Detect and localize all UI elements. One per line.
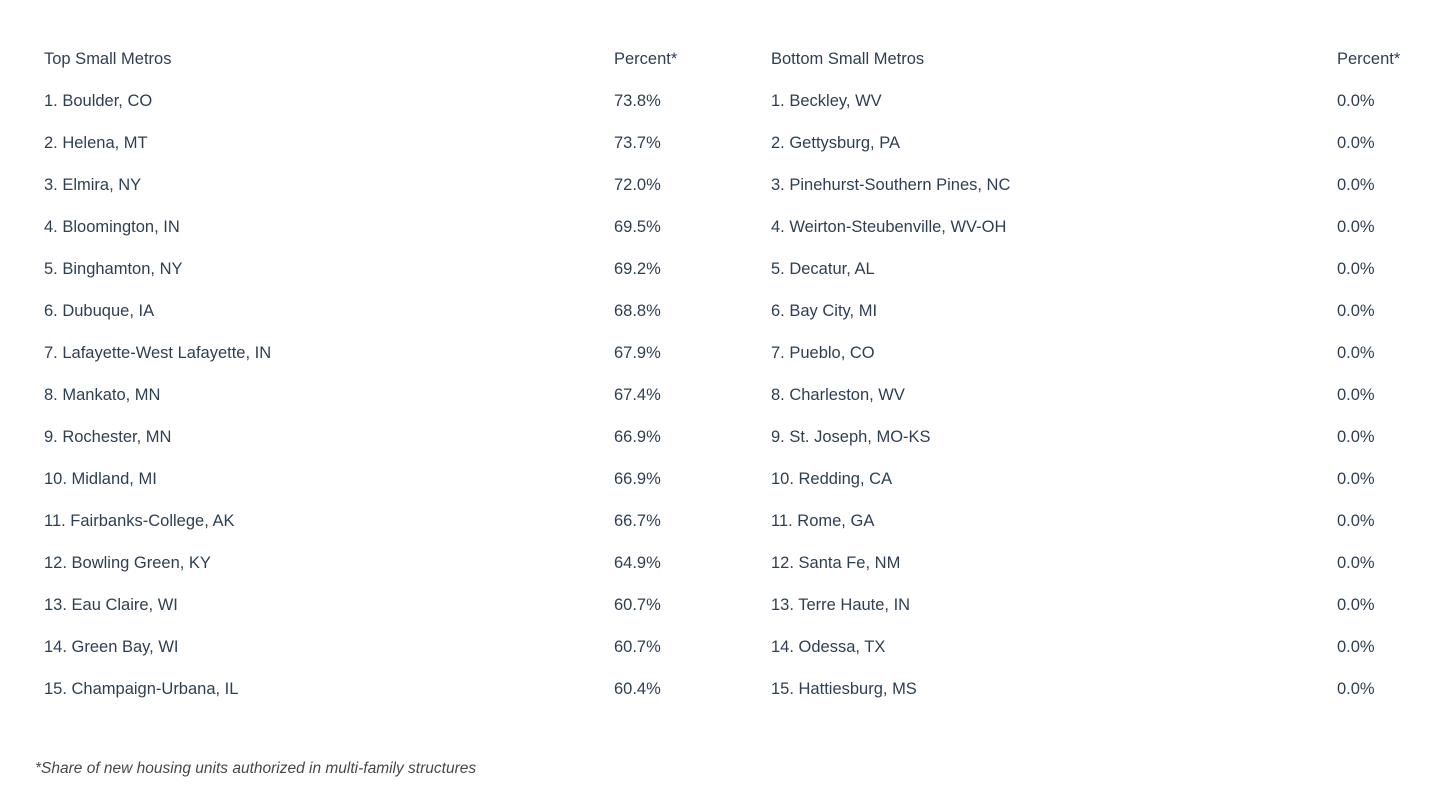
footnote: *Share of new housing units authorized i…: [35, 760, 477, 777]
top-metro-label: 7. Lafayette-West Lafayette, IN: [44, 343, 272, 362]
top-metro-percent: 60.7%: [614, 637, 661, 656]
top-metro-label: 12. Bowling Green, KY: [44, 553, 211, 572]
top-metro-label: 3. Elmira, NY: [44, 175, 142, 194]
bottom-metro-percent: 0.0%: [1337, 637, 1375, 656]
top-metro-label: 5. Binghamton, NY: [44, 259, 183, 278]
bottom-metro-percent: 0.0%: [1337, 511, 1375, 530]
top-metro-label: 9. Rochester, MN: [44, 427, 172, 446]
bottom-metro-percent: 0.0%: [1337, 91, 1375, 110]
top-metro-percent: 60.4%: [614, 679, 661, 698]
bottom-metro-label: 14. Odessa, TX: [771, 637, 886, 656]
top-metro-percent: 72.0%: [614, 175, 661, 194]
bottom-metro-label: 10. Redding, CA: [771, 469, 893, 488]
top-metro-label: 11. Fairbanks-College, AK: [44, 511, 235, 530]
bottom-metro-label: 7. Pueblo, CO: [771, 343, 875, 362]
top-metro-label: 6. Dubuque, IA: [44, 301, 155, 320]
bottom-metro-percent: 0.0%: [1337, 553, 1375, 572]
top-metro-percent: 68.8%: [614, 301, 661, 320]
bottom-metros-column-header: Bottom Small Metros: [771, 49, 925, 68]
bottom-metro-label: 1. Beckley, WV: [771, 91, 882, 110]
bottom-metro-label: 9. St. Joseph, MO-KS: [771, 427, 931, 446]
bottom-metro-percent: 0.0%: [1337, 217, 1375, 236]
top-metros-column-header: Top Small Metros: [44, 49, 172, 68]
metros-multifamily-table: Top Small Metros Percent* Bottom Small M…: [35, 49, 1401, 778]
top-metro-percent: 67.4%: [614, 385, 661, 404]
bottom-metro-percent: 0.0%: [1337, 385, 1375, 404]
bottom-metro-label: 6. Bay City, MI: [771, 301, 878, 320]
top-metro-label: 4. Bloomington, IN: [44, 217, 180, 236]
top-metro-label: 8. Mankato, MN: [44, 385, 161, 404]
top-percent-column-header: Percent*: [614, 49, 678, 68]
top-metro-percent: 66.9%: [614, 469, 661, 488]
bottom-metro-percent: 0.0%: [1337, 301, 1375, 320]
bottom-metro-percent: 0.0%: [1337, 679, 1375, 698]
top-metro-percent: 66.9%: [614, 427, 661, 446]
bottom-metro-label: 2. Gettysburg, PA: [771, 133, 901, 152]
top-metro-percent: 69.5%: [614, 217, 661, 236]
top-metro-label: 1. Boulder, CO: [44, 91, 153, 110]
bottom-metro-label: 13. Terre Haute, IN: [771, 595, 911, 614]
top-metro-percent: 64.9%: [614, 553, 661, 572]
top-metro-percent: 69.2%: [614, 259, 661, 278]
bottom-metro-percent: 0.0%: [1337, 595, 1375, 614]
bottom-metro-label: 15. Hattiesburg, MS: [771, 679, 917, 698]
top-metro-label: 15. Champaign-Urbana, IL: [44, 679, 239, 698]
top-metro-percent: 67.9%: [614, 343, 661, 362]
top-metro-label: 10. Midland, MI: [44, 469, 157, 488]
bottom-metro-label: 3. Pinehurst-Southern Pines, NC: [771, 175, 1011, 194]
top-metro-label: 13. Eau Claire, WI: [44, 595, 178, 614]
bottom-metro-percent: 0.0%: [1337, 343, 1375, 362]
bottom-metro-percent: 0.0%: [1337, 469, 1375, 488]
bottom-metro-label: 5. Decatur, AL: [771, 259, 875, 278]
top-metro-percent: 66.7%: [614, 511, 661, 530]
top-metro-percent: 73.7%: [614, 133, 661, 152]
bottom-metro-label: 8. Charleston, WV: [771, 385, 905, 404]
top-metro-percent: 60.7%: [614, 595, 661, 614]
bottom-metro-percent: 0.0%: [1337, 259, 1375, 278]
bottom-metro-label: 11. Rome, GA: [771, 511, 875, 530]
top-metro-percent: 73.8%: [614, 91, 661, 110]
bottom-metro-label: 4. Weirton-Steubenville, WV-OH: [771, 217, 1007, 236]
top-metro-label: 14. Green Bay, WI: [44, 637, 179, 656]
bottom-metro-percent: 0.0%: [1337, 133, 1375, 152]
top-metro-label: 2. Helena, MT: [44, 133, 148, 152]
bottom-metro-label: 12. Santa Fe, NM: [771, 553, 901, 572]
bottom-percent-column-header: Percent*: [1337, 49, 1401, 68]
bottom-metro-percent: 0.0%: [1337, 175, 1375, 194]
bottom-metro-percent: 0.0%: [1337, 427, 1375, 446]
table-grid: Top Small Metros Percent* Bottom Small M…: [44, 49, 1401, 698]
